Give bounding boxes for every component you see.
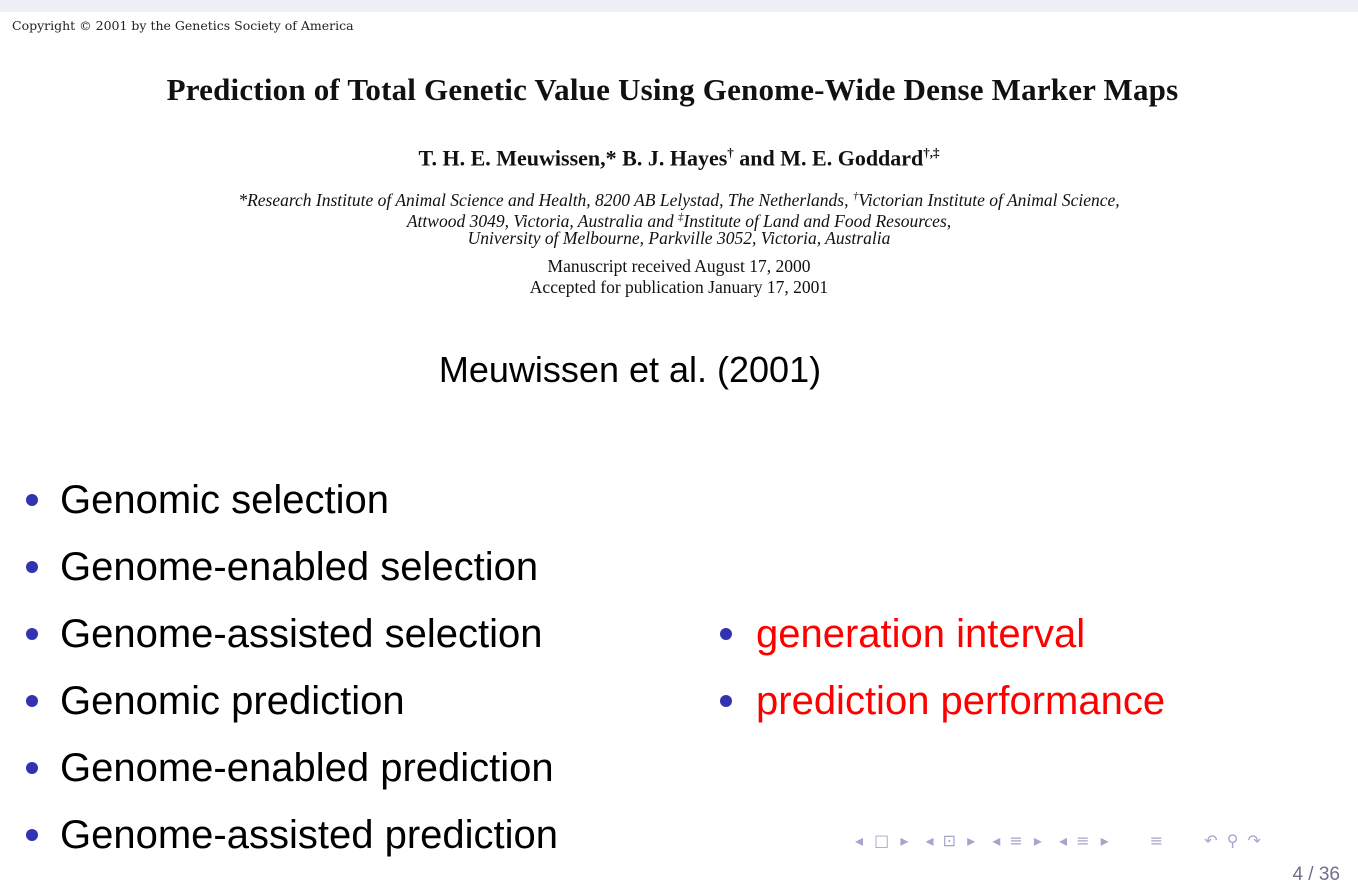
author-hayes: B. J. Hayes xyxy=(616,145,728,171)
manuscript-received: Manuscript received August 17, 2000 xyxy=(547,256,811,276)
affiliation-line-3: University of Melbourne, Parkville 3052,… xyxy=(467,228,891,248)
author-mark-2: † xyxy=(727,145,734,160)
document-icon[interactable]: ≡ xyxy=(1076,831,1090,850)
list-item: Genome-enabled selection xyxy=(60,545,539,589)
section-icon[interactable]: ≡ xyxy=(1009,831,1023,850)
subsection-icon[interactable]: ⊡ xyxy=(942,831,956,850)
bullet-dot xyxy=(720,695,732,707)
paper-authors: T. H. E. Meuwissen,* B. J. Hayes† and M.… xyxy=(0,145,1358,171)
author-mark-3: †,‡ xyxy=(923,145,940,160)
next-doc-icon[interactable]: ▸ xyxy=(1100,831,1109,850)
bullet-dot xyxy=(26,561,38,573)
prev-doc-icon[interactable]: ◂ xyxy=(1058,831,1067,850)
navigation-bar: ◂ □ ▸ ◂ ⊡ ▸ ◂ ≡ ▸ ◂ ≡ ▸ ≡ ↶ ⚲ ↷ xyxy=(855,831,1261,853)
list-item: Genomic prediction xyxy=(60,679,405,723)
bullet-dot xyxy=(26,762,38,774)
citation-text: Meuwissen et al. (2001) xyxy=(438,349,822,390)
next-frame-icon[interactable]: ▸ xyxy=(900,831,909,850)
paper-title: Prediction of Total Genetic Value Using … xyxy=(166,72,1179,107)
list-item: Genomic selection xyxy=(60,478,390,522)
affiliation-text-2-end: Institute of Land and Food Resources, xyxy=(683,210,952,231)
prev-subsection-icon[interactable]: ◂ xyxy=(925,831,934,850)
page-number: 4 / 36 xyxy=(1292,864,1340,885)
affiliation-mark-1: * xyxy=(238,189,248,210)
author-goddard: and M. E. Goddard xyxy=(733,145,924,171)
affiliation-line-1: *Research Institute of Animal Science an… xyxy=(0,186,1358,211)
bullet-dot xyxy=(26,494,38,506)
affiliation-line-2: Attwood 3049, Victoria, Australia and ‡I… xyxy=(0,207,1358,232)
affiliation-text-1: Research Institute of Animal Science and… xyxy=(247,189,853,210)
list-item-highlight: generation interval xyxy=(756,612,1086,656)
search-icon[interactable]: ⚲ xyxy=(1226,831,1239,850)
forward-icon[interactable]: ↷ xyxy=(1247,831,1261,850)
menu-icon[interactable]: ≡ xyxy=(1149,831,1164,850)
list-item: Genome-enabled prediction xyxy=(60,746,554,790)
copyright-notice: Copyright © 2001 by the Genetics Society… xyxy=(12,18,354,33)
prev-frame-icon[interactable]: ◂ xyxy=(855,831,864,850)
bullet-dot xyxy=(26,695,38,707)
list-item: Genome-assisted prediction xyxy=(60,813,559,857)
paper-header-image: Copyright © 2001 by the Genetics Society… xyxy=(0,12,1330,312)
affiliation-mark-2: † xyxy=(852,190,859,202)
list-item: Genome-assisted selection xyxy=(60,612,543,656)
bullet-dot xyxy=(26,829,38,841)
prev-section-icon[interactable]: ◂ xyxy=(992,831,1001,850)
bullet-dot xyxy=(720,628,732,640)
next-section-icon[interactable]: ▸ xyxy=(1033,831,1042,850)
list-item-highlight: prediction performance xyxy=(756,679,1166,723)
affiliation-text-2: Attwood 3049, Victoria, Australia and xyxy=(406,210,678,231)
affiliation-mark-3: ‡ xyxy=(677,211,684,223)
back-icon[interactable]: ↶ xyxy=(1204,831,1218,850)
author-meuwissen: T. H. E. Meuwissen, xyxy=(418,145,606,171)
manuscript-accepted: Accepted for publication January 17, 200… xyxy=(529,277,829,297)
next-subsection-icon[interactable]: ▸ xyxy=(967,831,976,850)
frame-icon[interactable]: □ xyxy=(874,831,890,850)
author-mark-1: * xyxy=(605,145,617,171)
affiliation-text-1-end: Victorian Institute of Animal Science, xyxy=(858,189,1120,210)
bullet-dot xyxy=(26,628,38,640)
slide-top-bar xyxy=(0,0,1358,12)
